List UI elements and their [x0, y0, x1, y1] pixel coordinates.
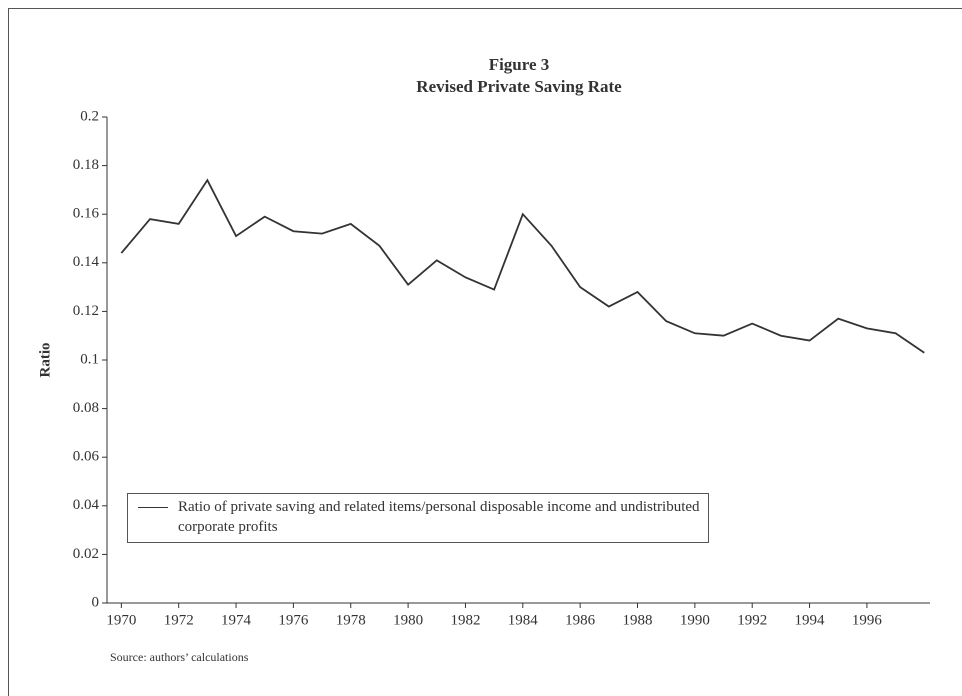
x-tick-label: 1972 [164, 612, 194, 628]
x-tick-label: 1986 [565, 612, 596, 628]
y-tick-label: 0.14 [73, 254, 100, 270]
legend: Ratio of private saving and related item… [127, 493, 709, 543]
x-tick-label: 1976 [278, 612, 309, 628]
x-tick-label: 1990 [680, 612, 710, 628]
x-tick-label: 1970 [106, 612, 136, 628]
y-axis-label: Ratio [37, 343, 53, 378]
frame [8, 8, 962, 696]
y-tick-label: 0.06 [73, 449, 100, 465]
x-tick-label: 1996 [852, 612, 883, 628]
y-tick-label: 0.1 [80, 351, 99, 367]
y-tick-label: 0.12 [73, 303, 99, 319]
chart-title: Figure 3 [489, 55, 550, 74]
y-tick-label: 0.08 [73, 400, 99, 416]
x-tick-label: 1994 [795, 612, 826, 628]
y-tick-label: 0.02 [73, 546, 99, 562]
y-tick-label: 0 [92, 594, 100, 610]
x-tick-label: 1992 [737, 612, 767, 628]
chart-subtitle: Revised Private Saving Rate [416, 77, 622, 96]
x-tick-label: 1984 [508, 612, 539, 628]
x-tick-label: 1982 [450, 612, 480, 628]
series-line [120, 178, 925, 354]
x-tick-label: 1980 [393, 612, 423, 628]
y-tick-label: 0.2 [80, 108, 99, 124]
x-tick-label: 1974 [221, 612, 252, 628]
x-tick-label: 1978 [336, 612, 366, 628]
y-tick-label: 0.18 [73, 157, 99, 173]
legend-swatch [138, 507, 168, 508]
y-tick-label: 0.16 [73, 206, 100, 222]
x-tick-label: 1988 [623, 612, 653, 628]
legend-label: Ratio of private saving and related item… [178, 499, 700, 535]
y-tick-label: 0.04 [73, 497, 100, 513]
source-note: Source: authors’ calculations [110, 650, 249, 664]
